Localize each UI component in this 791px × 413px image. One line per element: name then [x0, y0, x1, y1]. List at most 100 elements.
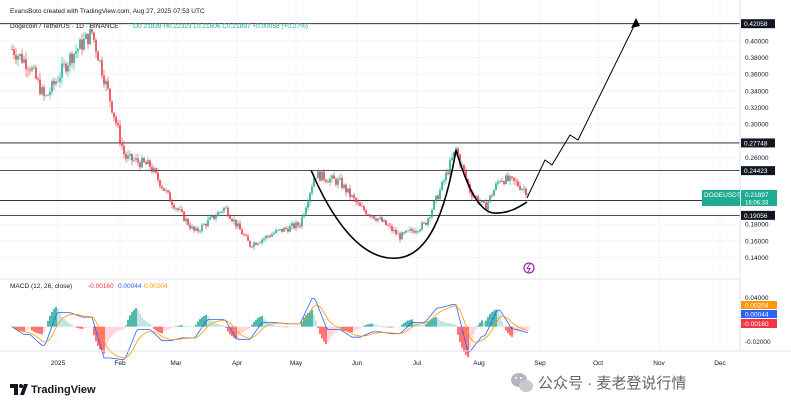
macd-histogram-bar: [391, 326, 393, 328]
macd-histogram-bar: [379, 325, 381, 327]
candle-body: [307, 201, 309, 208]
candle-body: [273, 233, 275, 235]
candle-body: [275, 230, 277, 234]
macd-histogram-bar: [369, 323, 371, 327]
price-tag-price: 0.21897: [745, 192, 769, 199]
macd-histogram-bar: [509, 326, 511, 336]
wechat-watermark: 公众号 · 麦老登说行情: [511, 373, 686, 392]
macd-histogram-bar: [59, 313, 61, 327]
macd-histogram-bar: [101, 326, 103, 352]
candle-body: [315, 178, 317, 179]
candle-body: [131, 153, 133, 161]
macd-histogram-bar: [149, 323, 151, 327]
macd-histogram-bar: [331, 326, 333, 336]
candle-body: [95, 40, 97, 52]
macd-histogram-bar: [233, 326, 235, 338]
macd-histogram-bar: [419, 324, 421, 327]
candle-body: [239, 223, 241, 230]
macd-histogram-bar: [389, 326, 391, 328]
time-axis-label: Jul: [413, 360, 422, 367]
macd-histogram-bar: [175, 326, 177, 327]
candle-body: [41, 87, 43, 95]
candle-body: [479, 202, 481, 204]
macd-histogram-bar: [525, 326, 527, 331]
macd-histogram-bar: [423, 325, 425, 327]
candle-body: [375, 218, 377, 221]
macd-histogram-bar: [239, 326, 241, 336]
macd-histogram-bar: [479, 322, 481, 327]
symbol-title: Dogecoin / TetherUS · 1D · BINANCE: [10, 23, 119, 30]
candle-body: [99, 60, 101, 61]
wechat-icon: [511, 373, 533, 392]
macd-histogram-bar: [245, 326, 247, 331]
price-tag-symbol: DOGEUSDT: [704, 192, 741, 199]
candle-body: [465, 171, 467, 179]
macd-histogram-bar: [489, 314, 491, 327]
macd-histogram-bar: [353, 326, 355, 331]
macd-histogram-bar: [343, 326, 345, 331]
candle-body: [403, 232, 405, 234]
macd-histogram-bar: [133, 309, 135, 327]
macd-histogram-bar: [421, 324, 423, 327]
macd-histogram-bar: [147, 322, 149, 327]
candle-body: [57, 81, 59, 83]
macd-histogram-bar: [91, 326, 93, 328]
candle-body: [65, 63, 67, 72]
macd-histogram-bar: [207, 316, 209, 327]
candle-body: [335, 178, 337, 185]
macd-tag-signal: 0.00204: [745, 303, 769, 310]
symbol-header: Dogecoin / TetherUS · 1D · BINANCE O0.21…: [10, 23, 308, 30]
candle-body: [363, 206, 365, 211]
macd-histogram-bar: [115, 326, 117, 333]
macd-histogram-bar: [517, 326, 519, 332]
macd-histogram-bar: [53, 309, 55, 327]
candle-body: [45, 95, 47, 97]
macd-histogram-bar: [381, 326, 383, 327]
tradingview-logo[interactable]: TradingView: [10, 384, 96, 396]
macd-histogram-bar: [281, 326, 283, 328]
macd-histogram-bar: [259, 316, 261, 327]
macd-histogram-bar: [163, 326, 165, 332]
macd-histogram-bar: [455, 324, 457, 327]
macd-histogram-bar: [469, 326, 471, 350]
candle-body: [503, 181, 505, 185]
macd-histogram-bar: [179, 325, 181, 327]
macd-histogram-bar: [373, 324, 375, 327]
macd-histogram-bar: [251, 324, 253, 327]
macd-signal-line: [11, 304, 529, 359]
candle-body: [211, 215, 213, 218]
candle-body: [139, 162, 141, 168]
candle-body: [281, 228, 283, 232]
candle-body: [149, 160, 151, 167]
macd-histogram-bar: [121, 326, 123, 330]
macd-histogram-bar: [465, 326, 467, 355]
candle-body: [201, 224, 203, 232]
candle-body: [301, 216, 303, 227]
macd-histogram-bar: [189, 326, 191, 327]
macd-histogram-bar: [527, 326, 529, 330]
candle-body: [43, 87, 45, 96]
candle-body: [13, 49, 15, 56]
macd-histogram-bar: [85, 326, 87, 329]
macd-histogram-bar: [515, 326, 517, 333]
tradingview-logo-icon: [10, 384, 28, 395]
macd-histogram-bar: [49, 315, 51, 327]
price-axis-label: 0.30000: [745, 122, 769, 129]
candle-body: [89, 29, 91, 45]
macd-histogram-bar: [405, 321, 407, 327]
candle-body: [345, 184, 347, 193]
candle-body: [181, 209, 183, 212]
candle-body: [493, 190, 495, 196]
macd-histogram-bar: [327, 326, 329, 343]
level-label-bg: [741, 166, 775, 176]
macd-histogram-bar: [511, 326, 513, 337]
macd-histogram-bar: [303, 317, 305, 327]
macd-histogram-bar: [145, 321, 147, 327]
candle-body: [389, 225, 391, 227]
macd-histogram-bar: [123, 326, 125, 329]
alert-icon[interactable]: [523, 262, 535, 274]
candle-body: [215, 216, 217, 219]
candle-body: [37, 78, 39, 80]
candle-body: [383, 220, 385, 222]
candle-body: [195, 228, 197, 231]
